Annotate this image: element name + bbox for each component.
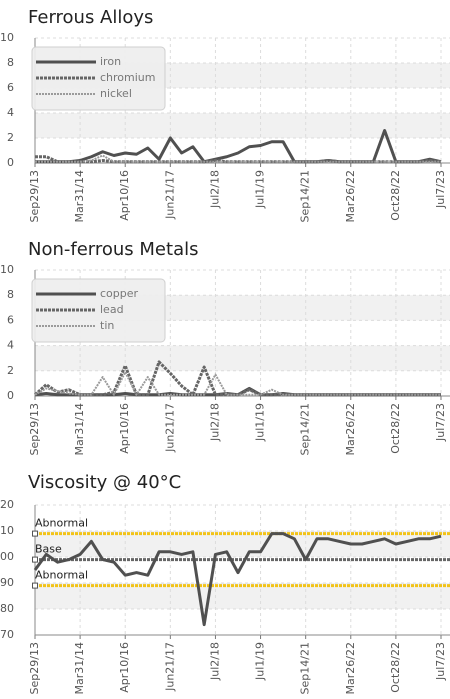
x-tick-label: Mar26/22 [344, 403, 357, 455]
reference-marker [32, 556, 38, 563]
legend-label: iron [100, 55, 121, 68]
x-tick-label: Mar26/22 [344, 170, 357, 222]
x-tick-label: Sep14/21 [299, 403, 312, 455]
x-tick-label: Jul7/23 [434, 642, 447, 681]
legend-label: lead [100, 303, 124, 316]
x-tick-label: Mar31/14 [73, 170, 86, 222]
y-tick-label: 120 [0, 498, 14, 511]
reference-label: Abnormal [35, 517, 88, 530]
y-tick-label: 10 [0, 263, 14, 276]
legend-box [31, 278, 166, 343]
y-tick-label: 110 [0, 524, 14, 537]
legend-label: chromium [100, 71, 156, 84]
grid-band [35, 583, 450, 609]
x-tick-label: Sep14/21 [299, 642, 312, 694]
y-tick-label: 8 [7, 56, 14, 69]
grid-band [35, 113, 450, 138]
y-tick-label: 4 [7, 106, 14, 119]
y-tick-label: 70 [0, 628, 14, 641]
x-tick-label: Jun21/17 [163, 170, 176, 220]
grid-band [35, 345, 450, 371]
y-tick-label: 2 [7, 364, 14, 377]
y-tick-label: 8 [7, 288, 14, 301]
y-tick-label: 6 [7, 313, 14, 326]
x-tick-label: Jul2/18 [208, 403, 221, 442]
chart-title: Non-ferrous Metals [28, 239, 198, 260]
legend-label: copper [100, 287, 139, 300]
y-tick-label: 100 [0, 550, 14, 563]
reference-label: Base [35, 543, 62, 556]
y-tick-label: 0 [7, 156, 14, 169]
data-line [34, 371, 441, 396]
data-line [33, 532, 442, 627]
chart-title: Ferrous Alloys [28, 7, 153, 28]
x-tick-label: Mar26/22 [344, 642, 357, 694]
data-line [35, 129, 442, 164]
x-tick-label: Sep14/21 [299, 170, 312, 222]
y-tick-label: 2 [7, 131, 14, 144]
x-tick-label: Sep29/13 [28, 642, 41, 694]
y-tick-label: 6 [7, 81, 14, 94]
reference-marker [32, 530, 38, 537]
x-tick-label: Jul1/19 [254, 642, 267, 681]
legend-label: tin [100, 319, 114, 332]
reference-marker [32, 582, 38, 589]
x-tick-label: Mar31/14 [73, 642, 86, 694]
x-tick-label: Apr10/16 [118, 642, 131, 693]
y-tick-label: 10 [0, 31, 14, 44]
x-tick-label: Oct28/22 [389, 642, 402, 693]
x-tick-label: Jul7/23 [434, 403, 447, 442]
y-tick-label: 90 [0, 576, 14, 589]
legend-label: nickel [100, 87, 132, 100]
x-tick-label: Sep29/13 [28, 170, 41, 222]
x-tick-label: Oct28/22 [389, 170, 402, 221]
x-tick-label: Jul1/19 [254, 403, 267, 442]
x-tick-label: Jul7/23 [434, 170, 447, 209]
x-tick-label: Jun21/17 [163, 403, 176, 453]
x-tick-label: Oct28/22 [389, 403, 402, 454]
reference-label: Abnormal [35, 569, 88, 582]
grid-band [35, 531, 450, 557]
x-tick-label: Jul1/19 [254, 170, 267, 209]
y-tick-label: 4 [7, 339, 14, 352]
data-line [35, 154, 441, 163]
x-tick-label: Jun21/17 [163, 642, 176, 692]
y-tick-label: 0 [7, 389, 14, 402]
x-tick-label: Jul2/18 [208, 642, 221, 681]
x-tick-label: Sep29/13 [28, 403, 41, 455]
chart-title: Viscosity @ 40°C [28, 472, 181, 493]
x-tick-label: Jul2/18 [208, 170, 221, 209]
x-tick-label: Apr10/16 [118, 170, 131, 221]
y-tick-label: 80 [0, 602, 14, 615]
x-tick-label: Mar31/14 [73, 403, 86, 455]
x-tick-label: Apr10/16 [118, 403, 131, 454]
